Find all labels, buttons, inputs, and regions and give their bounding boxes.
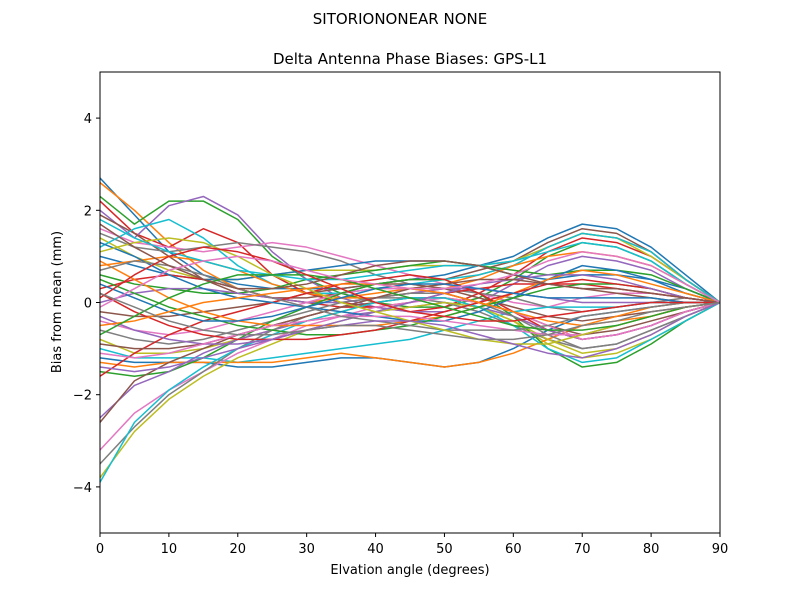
y-axis-label: Bias from mean (mm) (50, 231, 65, 373)
series-line-38 (99, 260, 720, 331)
y-tick-label: 4 (84, 112, 92, 127)
series-line-45 (99, 301, 721, 373)
series-line-48 (99, 292, 721, 341)
chart-title: Delta Antenna Phase Biases: GPS-L1 (273, 50, 547, 68)
x-tick-label: 0 (96, 542, 104, 557)
series-line-46 (99, 223, 721, 304)
x-tick-label: 40 (367, 542, 384, 557)
y-tick-label: −4 (73, 481, 92, 496)
x-tick-label: 80 (643, 542, 660, 557)
y-axis-ticks: −4 −2 0 2 4 (73, 112, 100, 496)
series-line-47 (99, 251, 721, 308)
x-tick-label: 30 (298, 542, 315, 557)
x-tick-label: 20 (230, 542, 247, 557)
y-tick-label: −2 (73, 389, 92, 404)
x-axis-label: Elvation angle (degrees) (330, 563, 489, 578)
series-layer (99, 177, 721, 483)
x-tick-label: 90 (712, 542, 729, 557)
x-tick-label: 60 (505, 542, 522, 557)
series-line-22 (99, 301, 720, 368)
figure-suptitle: SITORIONONEAR NONE (313, 10, 487, 28)
series-line-41 (99, 283, 720, 322)
x-tick-label: 70 (574, 542, 591, 557)
y-tick-label: 2 (84, 204, 92, 219)
x-tick-label: 50 (436, 542, 453, 557)
series-line-28 (99, 292, 721, 465)
y-tick-label: 0 (84, 297, 92, 312)
series-line-44 (99, 246, 720, 322)
x-axis-ticks: 0 10 20 30 40 50 60 70 80 90 (96, 533, 728, 557)
series-line-43 (99, 274, 721, 336)
x-tick-label: 10 (161, 542, 178, 557)
